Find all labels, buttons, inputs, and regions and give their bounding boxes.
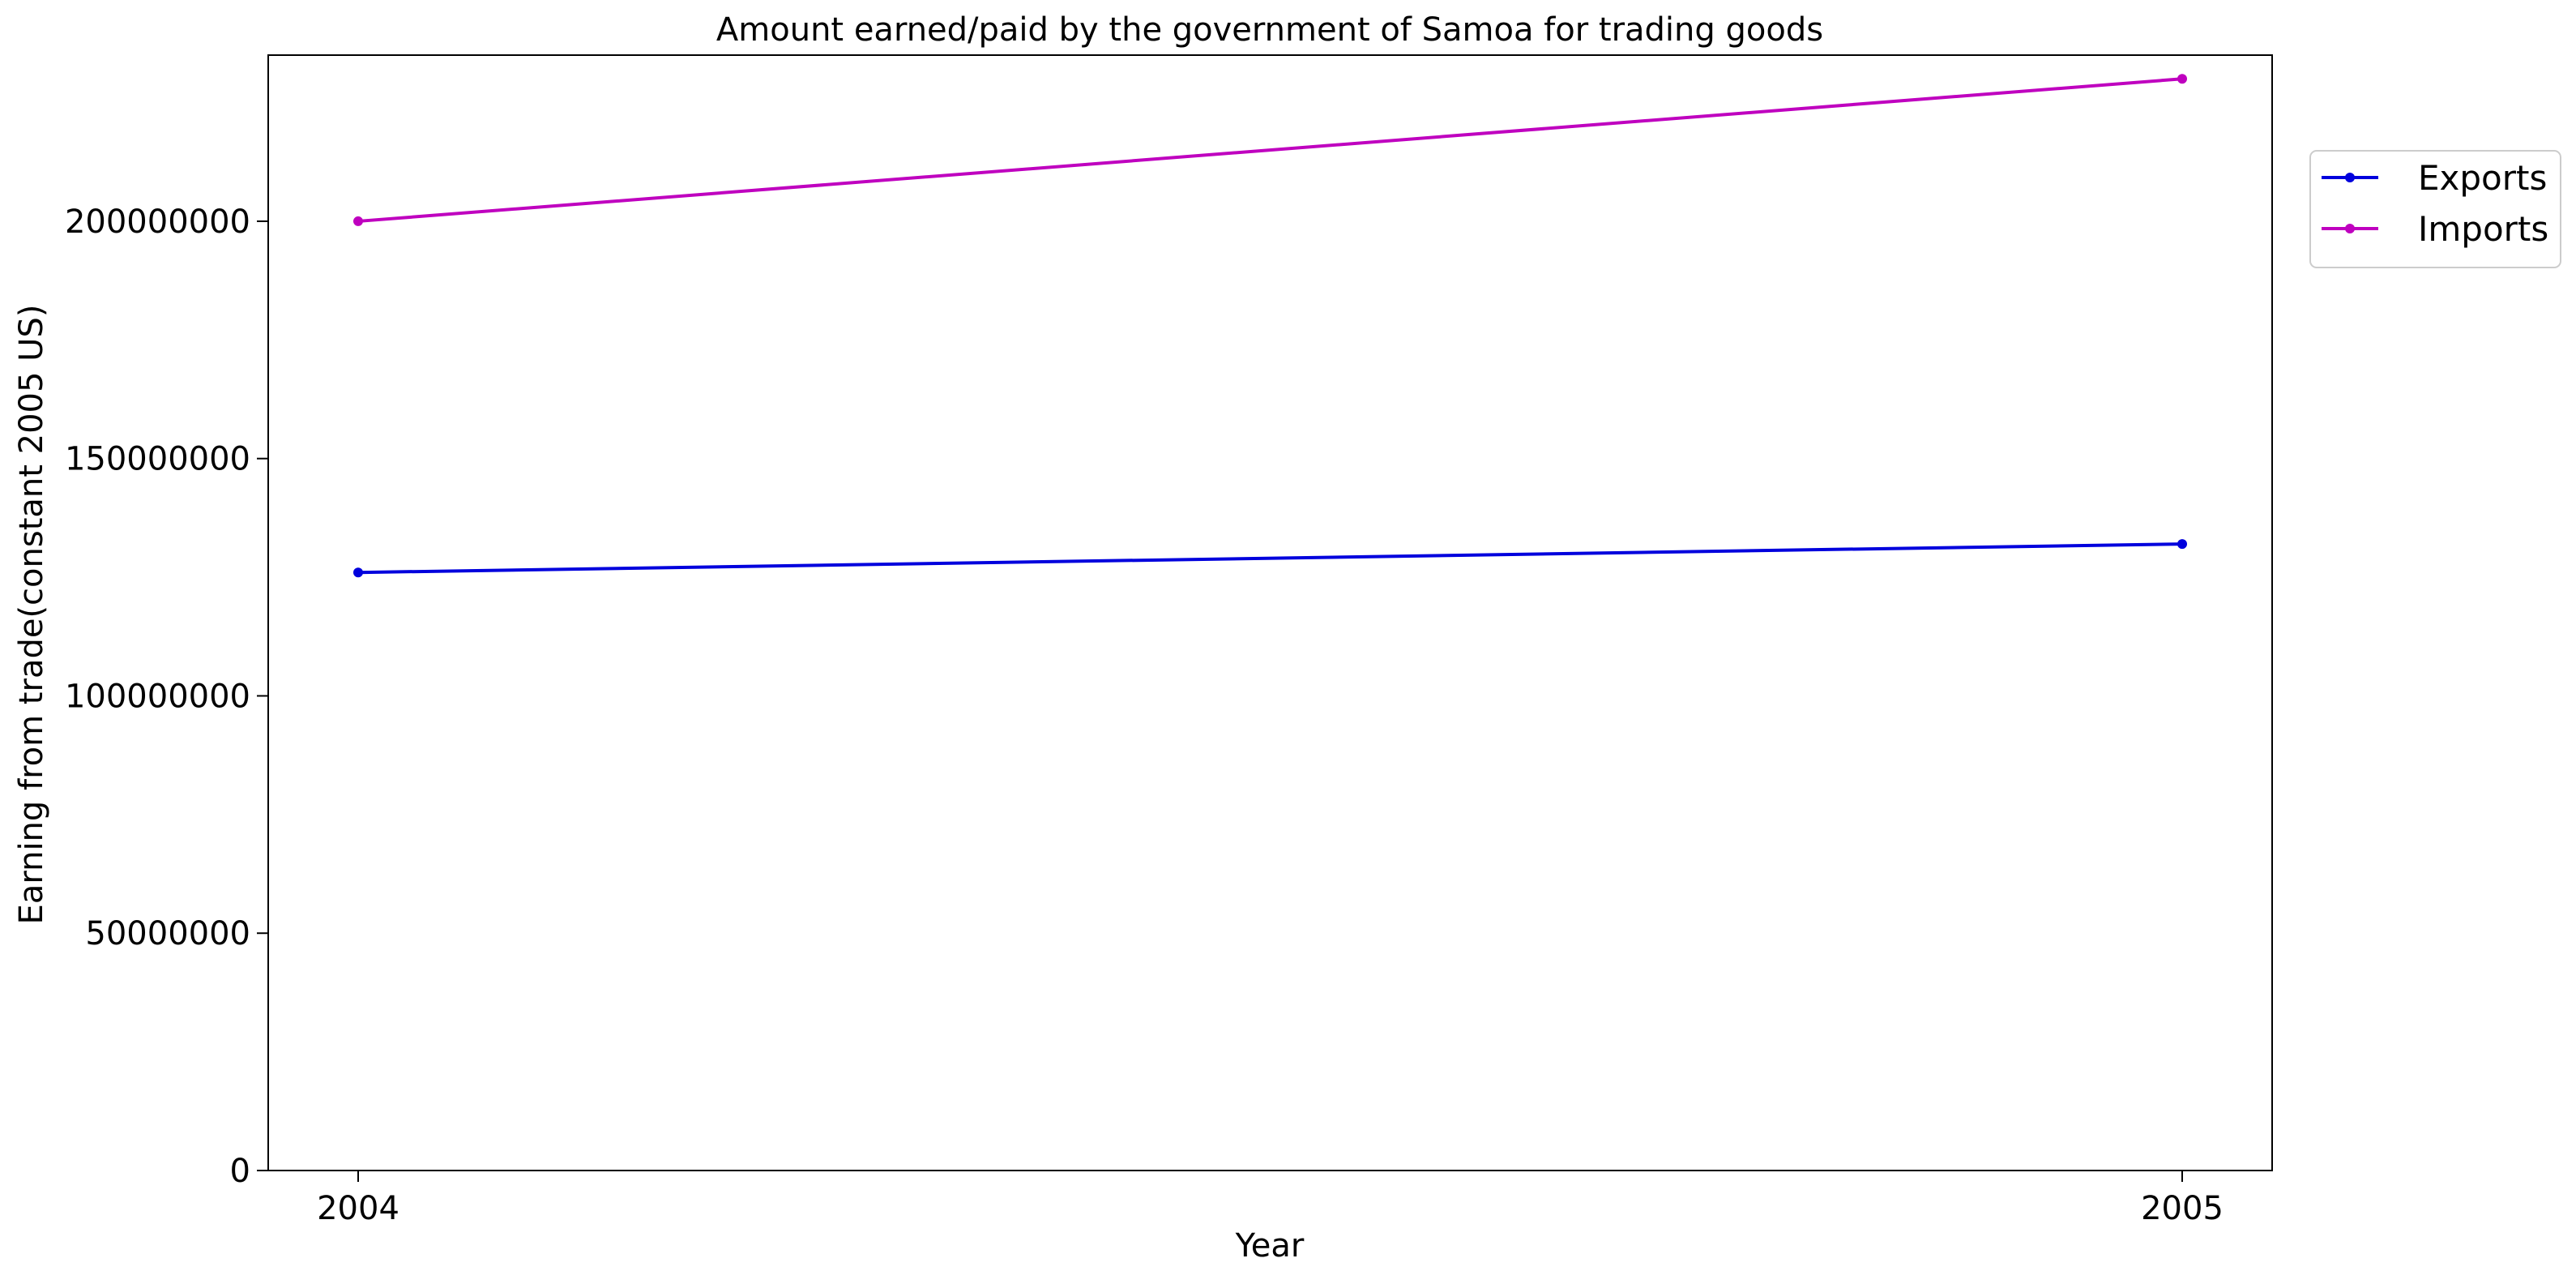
legend-marker-imports	[2345, 224, 2355, 233]
legend-box	[2309, 150, 2561, 268]
plot-frame	[267, 54, 2273, 1171]
x-axis-label: Year	[1235, 1227, 1305, 1265]
data-point-exports-2005	[2177, 539, 2187, 550]
y-tick-label: 100000000	[65, 678, 250, 715]
chart-title: Amount earned/paid by the government of …	[716, 11, 1823, 49]
legend-marker-exports	[2345, 173, 2355, 182]
plot-area: 0 50000000 100000000 150000000 200000000 2004…	[65, 54, 2273, 1227]
y-axis-label: Earning from trade(constant 2005 US)	[13, 305, 50, 925]
y-tick-label: 50000000	[85, 915, 250, 952]
data-point-imports-2005	[2177, 74, 2187, 84]
y-tick-label: 200000000	[65, 203, 250, 241]
legend-label-imports: Imports	[2418, 209, 2548, 249]
y-tick-label: 0	[230, 1153, 250, 1190]
x-tick-label: 2005	[2141, 1190, 2224, 1227]
series-line-imports	[357, 77, 2183, 223]
x-tick-label: 2004	[317, 1190, 399, 1227]
legend-label-exports: Exports	[2418, 158, 2547, 198]
y-tick-label: 150000000	[65, 441, 250, 478]
data-point-exports-2004	[353, 567, 363, 578]
legend: Exports Imports	[2309, 150, 2561, 268]
series-line-exports	[357, 542, 2183, 575]
data-point-imports-2004	[353, 216, 363, 226]
